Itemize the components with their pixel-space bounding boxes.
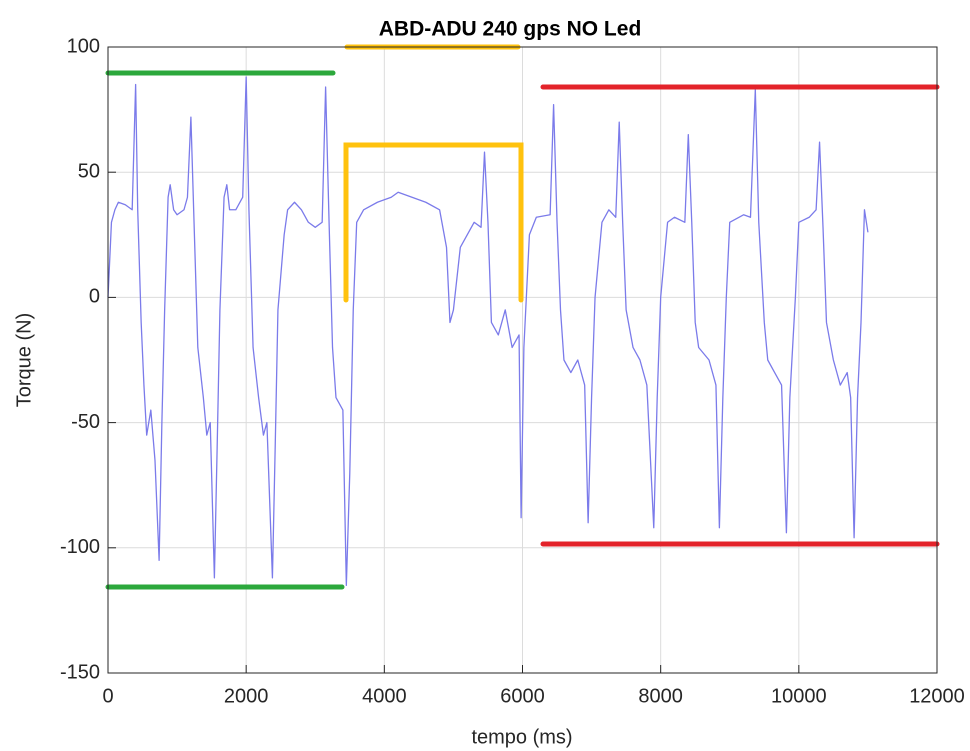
x-tick-label: 0	[102, 685, 113, 707]
y-tick-label: 0	[89, 286, 100, 308]
data-line	[107, 76, 869, 587]
y-tick-label: 50	[78, 160, 100, 182]
y-tick-label: -50	[71, 411, 100, 433]
x-tick-label: 6000	[500, 685, 545, 707]
x-tick-label: 10000	[771, 685, 827, 707]
plot-frame	[107, 46, 938, 674]
x-tick-label: 12000	[909, 685, 965, 707]
y-tick-label: 100	[67, 35, 100, 57]
x-tick-label: 2000	[224, 685, 269, 707]
data-layer	[107, 76, 869, 587]
yellow-annotation	[343, 142, 524, 303]
x-axis-label: tempo (ms)	[471, 726, 572, 748]
y-tick-label: -150	[60, 661, 100, 683]
y-tick-label: -100	[60, 536, 100, 558]
y-axis-label: Torque (N)	[13, 313, 35, 407]
x-tick-label: 8000	[638, 685, 683, 707]
x-tick-label: 4000	[362, 685, 407, 707]
chart-title: ABD-ADU 240 gps NO Led	[379, 18, 642, 41]
